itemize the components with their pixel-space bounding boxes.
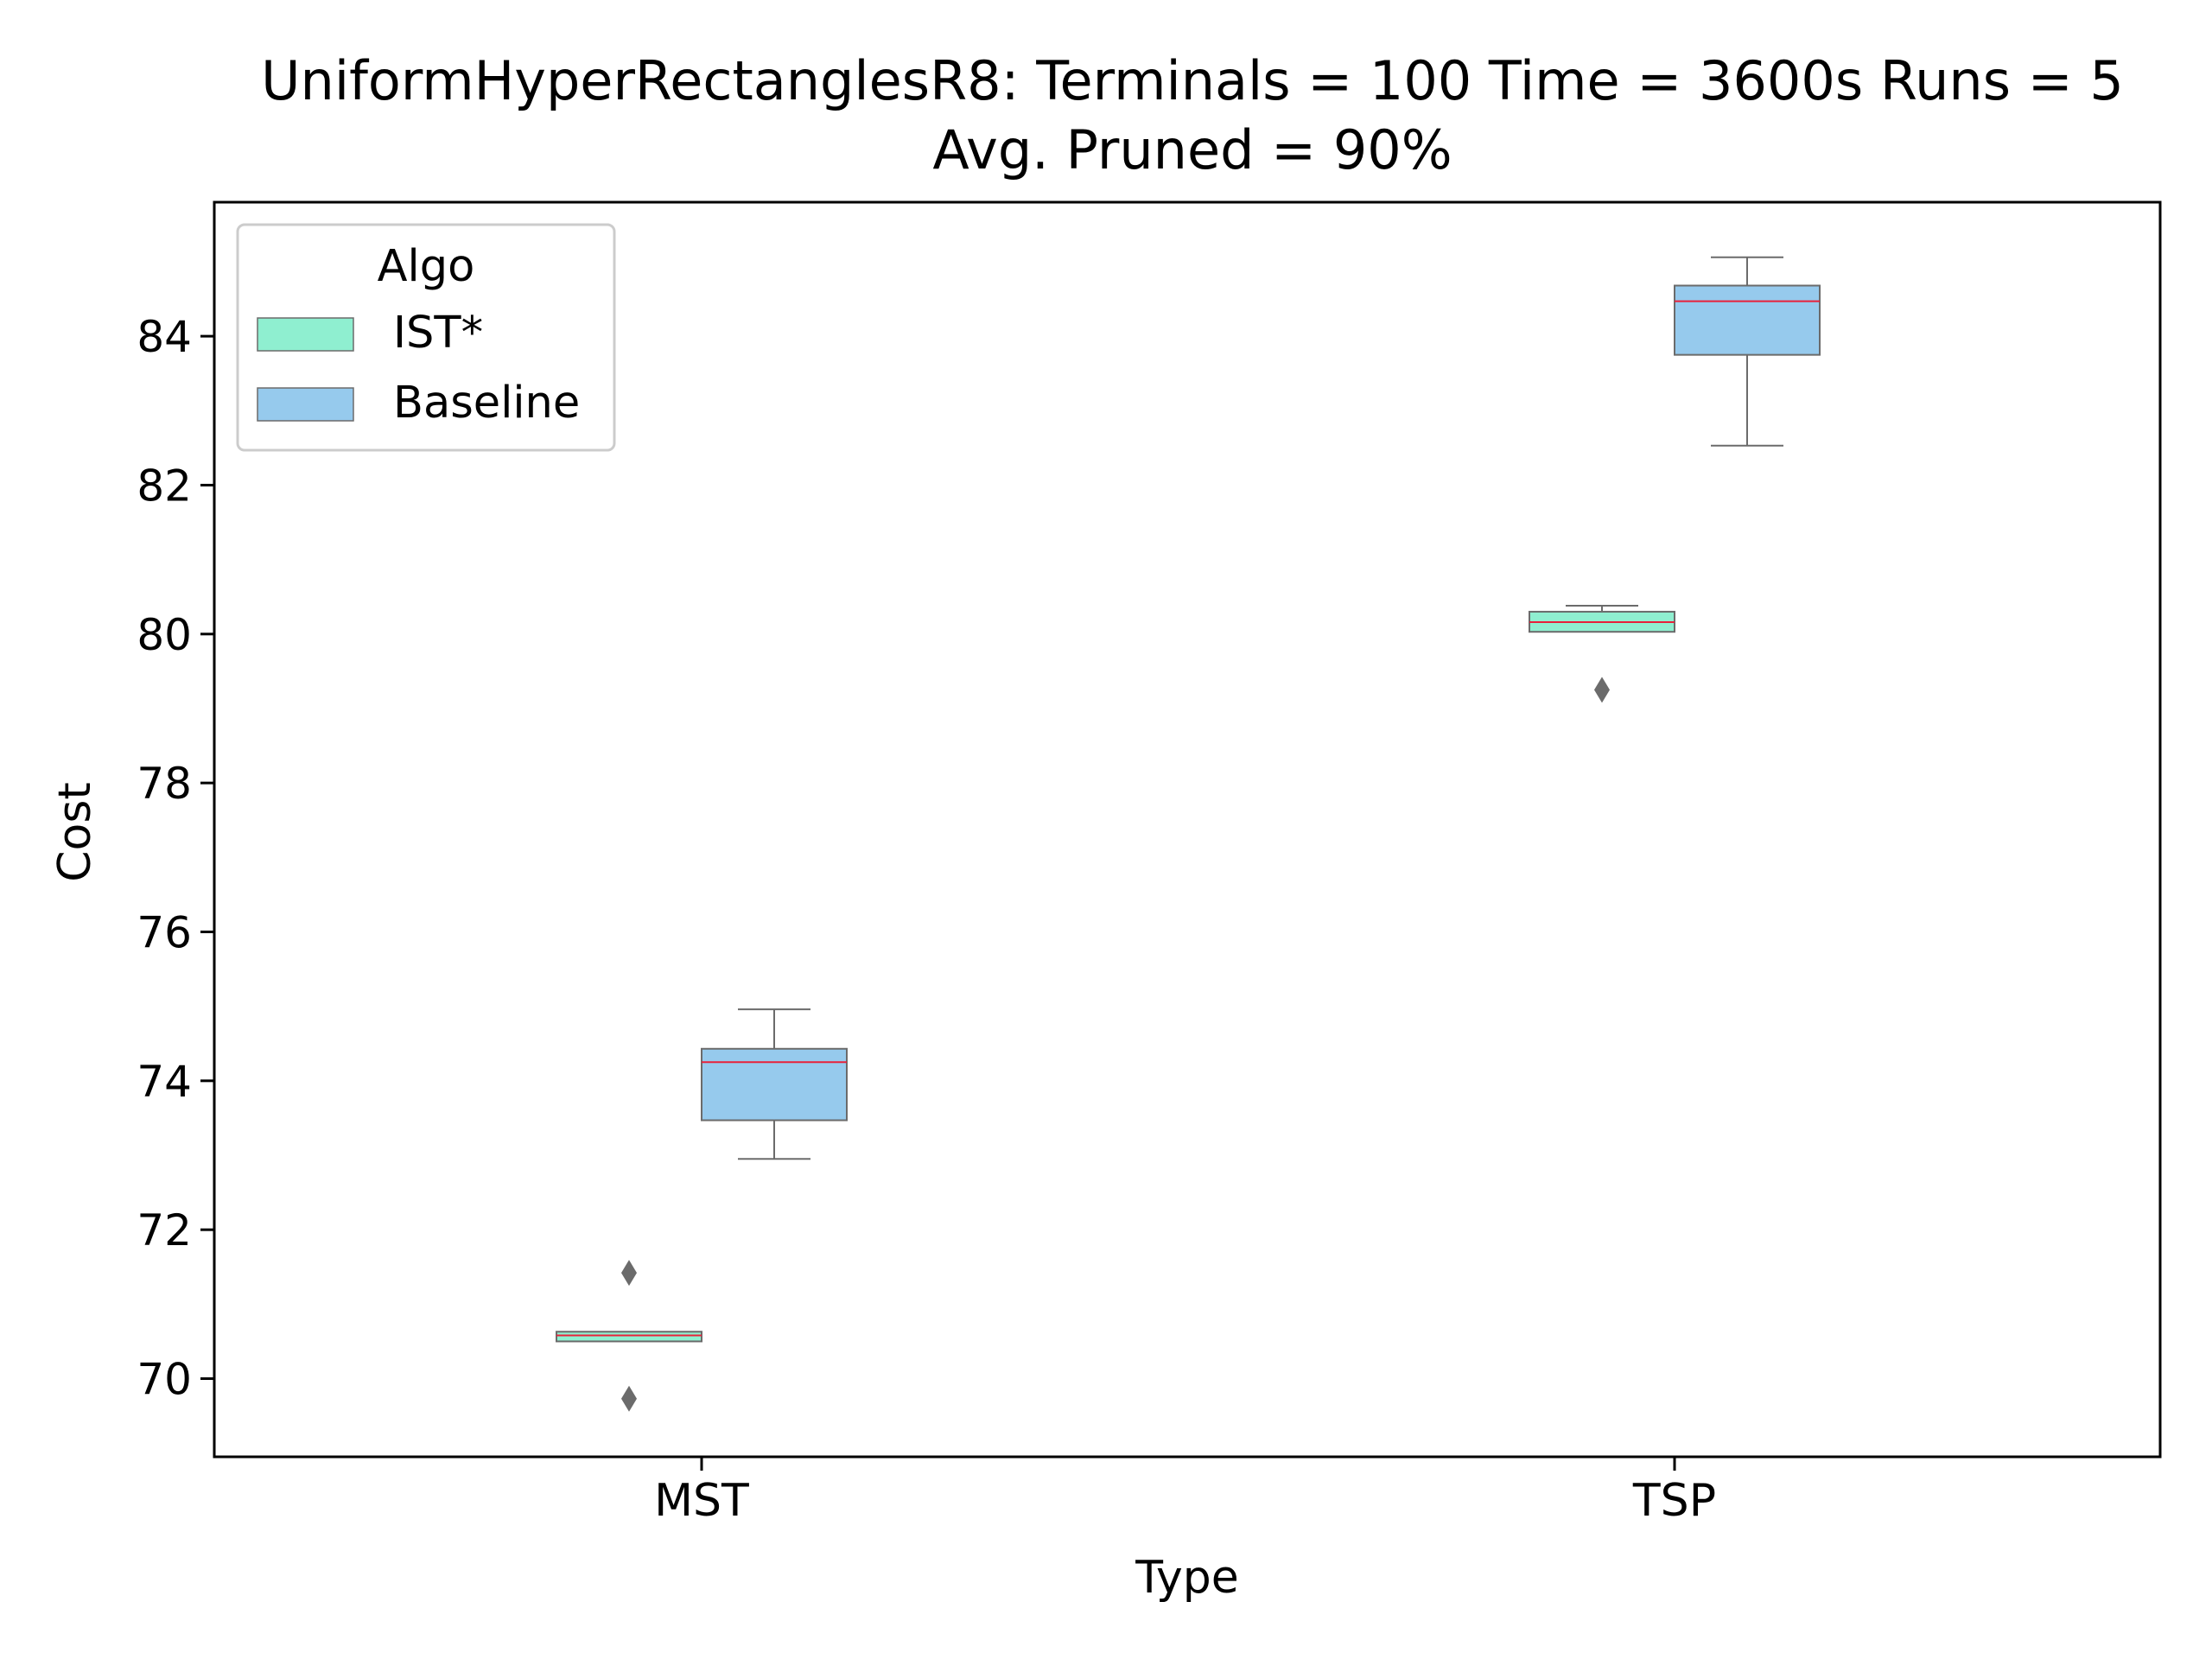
legend: Algo IST* Baseline xyxy=(236,223,616,452)
y-tick-label: 82 xyxy=(137,461,192,511)
x-axis: MST TSP xyxy=(654,1457,1716,1527)
y-tick-label: 76 xyxy=(137,907,192,957)
box-ist-mst xyxy=(556,1260,702,1412)
legend-label-baseline: Baseline xyxy=(393,378,580,429)
y-axis-label: Cost xyxy=(49,782,101,882)
outlier-marker xyxy=(621,1385,637,1412)
y-tick-label: 84 xyxy=(137,312,192,362)
plot-area xyxy=(556,256,1821,1412)
outlier-marker xyxy=(1594,677,1610,703)
y-tick-label: 70 xyxy=(137,1355,192,1405)
chart-title-line-2: Avg. Pruned = 90% xyxy=(932,118,1452,181)
chart-title-line-1: UniformHyperRectanglesR8: Terminals = 10… xyxy=(261,49,2124,112)
y-axis: 70 72 74 76 78 80 82 84 xyxy=(137,312,214,1405)
x-tick-label: TSP xyxy=(1632,1475,1716,1527)
outlier-marker xyxy=(621,1260,637,1287)
legend-swatch-baseline xyxy=(257,387,354,422)
plot-frame xyxy=(213,200,2162,1459)
box-body xyxy=(556,1331,702,1343)
y-tick-label: 78 xyxy=(137,759,192,809)
legend-label-ist: IST* xyxy=(393,308,483,359)
box-baseline-tsp xyxy=(1674,256,1821,447)
y-tick-label: 80 xyxy=(137,610,192,660)
x-tick-label: MST xyxy=(654,1475,749,1527)
y-tick-label: 74 xyxy=(137,1057,192,1107)
x-axis-label: Type xyxy=(1135,1552,1238,1604)
y-tick-label: 72 xyxy=(137,1205,192,1255)
box-body xyxy=(701,1047,848,1122)
box-baseline-mst xyxy=(701,1008,848,1160)
box-ist-tsp xyxy=(1529,605,1675,703)
legend-title: Algo xyxy=(378,241,475,292)
legend-swatch-ist xyxy=(257,317,354,352)
box-body xyxy=(1674,284,1821,356)
